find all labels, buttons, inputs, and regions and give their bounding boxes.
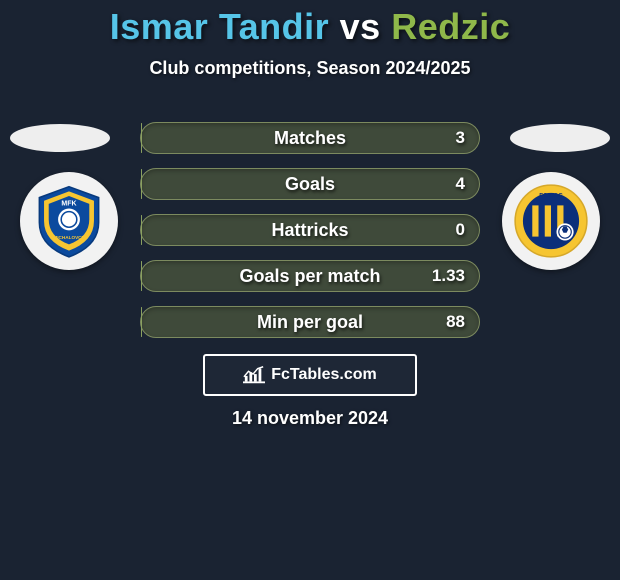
page-title: Ismar Tandir vs Redzic <box>0 6 620 48</box>
stat-row-fill <box>141 215 142 245</box>
stat-row: Hattricks0 <box>140 214 480 246</box>
stat-value-right: 3 <box>456 123 465 153</box>
stat-label: Matches <box>141 123 479 153</box>
stat-label: Min per goal <box>141 307 479 337</box>
stat-label: Goals <box>141 169 479 199</box>
stat-row: Min per goal88 <box>140 306 480 338</box>
fc-dac-icon: FC DAC <box>512 182 590 260</box>
vs-text: vs <box>329 6 391 47</box>
date-text: 14 november 2024 <box>0 408 620 429</box>
player2-club-badge: FC DAC <box>502 172 600 270</box>
stat-row: Goals4 <box>140 168 480 200</box>
stat-value-right: 4 <box>456 169 465 199</box>
stat-value-right: 0 <box>456 215 465 245</box>
player1-name: Ismar Tandir <box>110 6 329 47</box>
stat-row: Goals per match1.33 <box>140 260 480 292</box>
stats-list: Matches3 Goals4 Hattricks0 Goals per match1… <box>140 122 480 352</box>
stat-label: Hattricks <box>141 215 479 245</box>
svg-text:MFK: MFK <box>61 200 76 207</box>
stat-value-right: 1.33 <box>432 261 465 291</box>
brand-attribution[interactable]: FcTables.com <box>203 354 417 396</box>
player1-club-badge: MFK MICHALOVCE <box>20 172 118 270</box>
stat-row-fill <box>141 123 142 153</box>
stat-row-fill <box>141 169 142 199</box>
comparison-card: Ismar Tandir vs Redzic Club competitions… <box>0 0 620 580</box>
player2-photo-placeholder <box>510 124 610 152</box>
brand-text: FcTables.com <box>271 366 377 384</box>
stat-row-fill <box>141 307 142 337</box>
player1-photo-placeholder <box>10 124 110 152</box>
svg-text:FC DAC: FC DAC <box>539 193 563 200</box>
stat-value-right: 88 <box>446 307 465 337</box>
subtitle: Club competitions, Season 2024/2025 <box>0 58 620 79</box>
bar-chart-icon <box>243 365 265 385</box>
stat-row-fill <box>141 261 142 291</box>
stat-label: Goals per match <box>141 261 479 291</box>
svg-text:MICHALOVCE: MICHALOVCE <box>53 235 84 240</box>
stat-row: Matches3 <box>140 122 480 154</box>
player2-name: Redzic <box>391 6 510 47</box>
mfk-zemplin-icon: MFK MICHALOVCE <box>30 182 108 260</box>
